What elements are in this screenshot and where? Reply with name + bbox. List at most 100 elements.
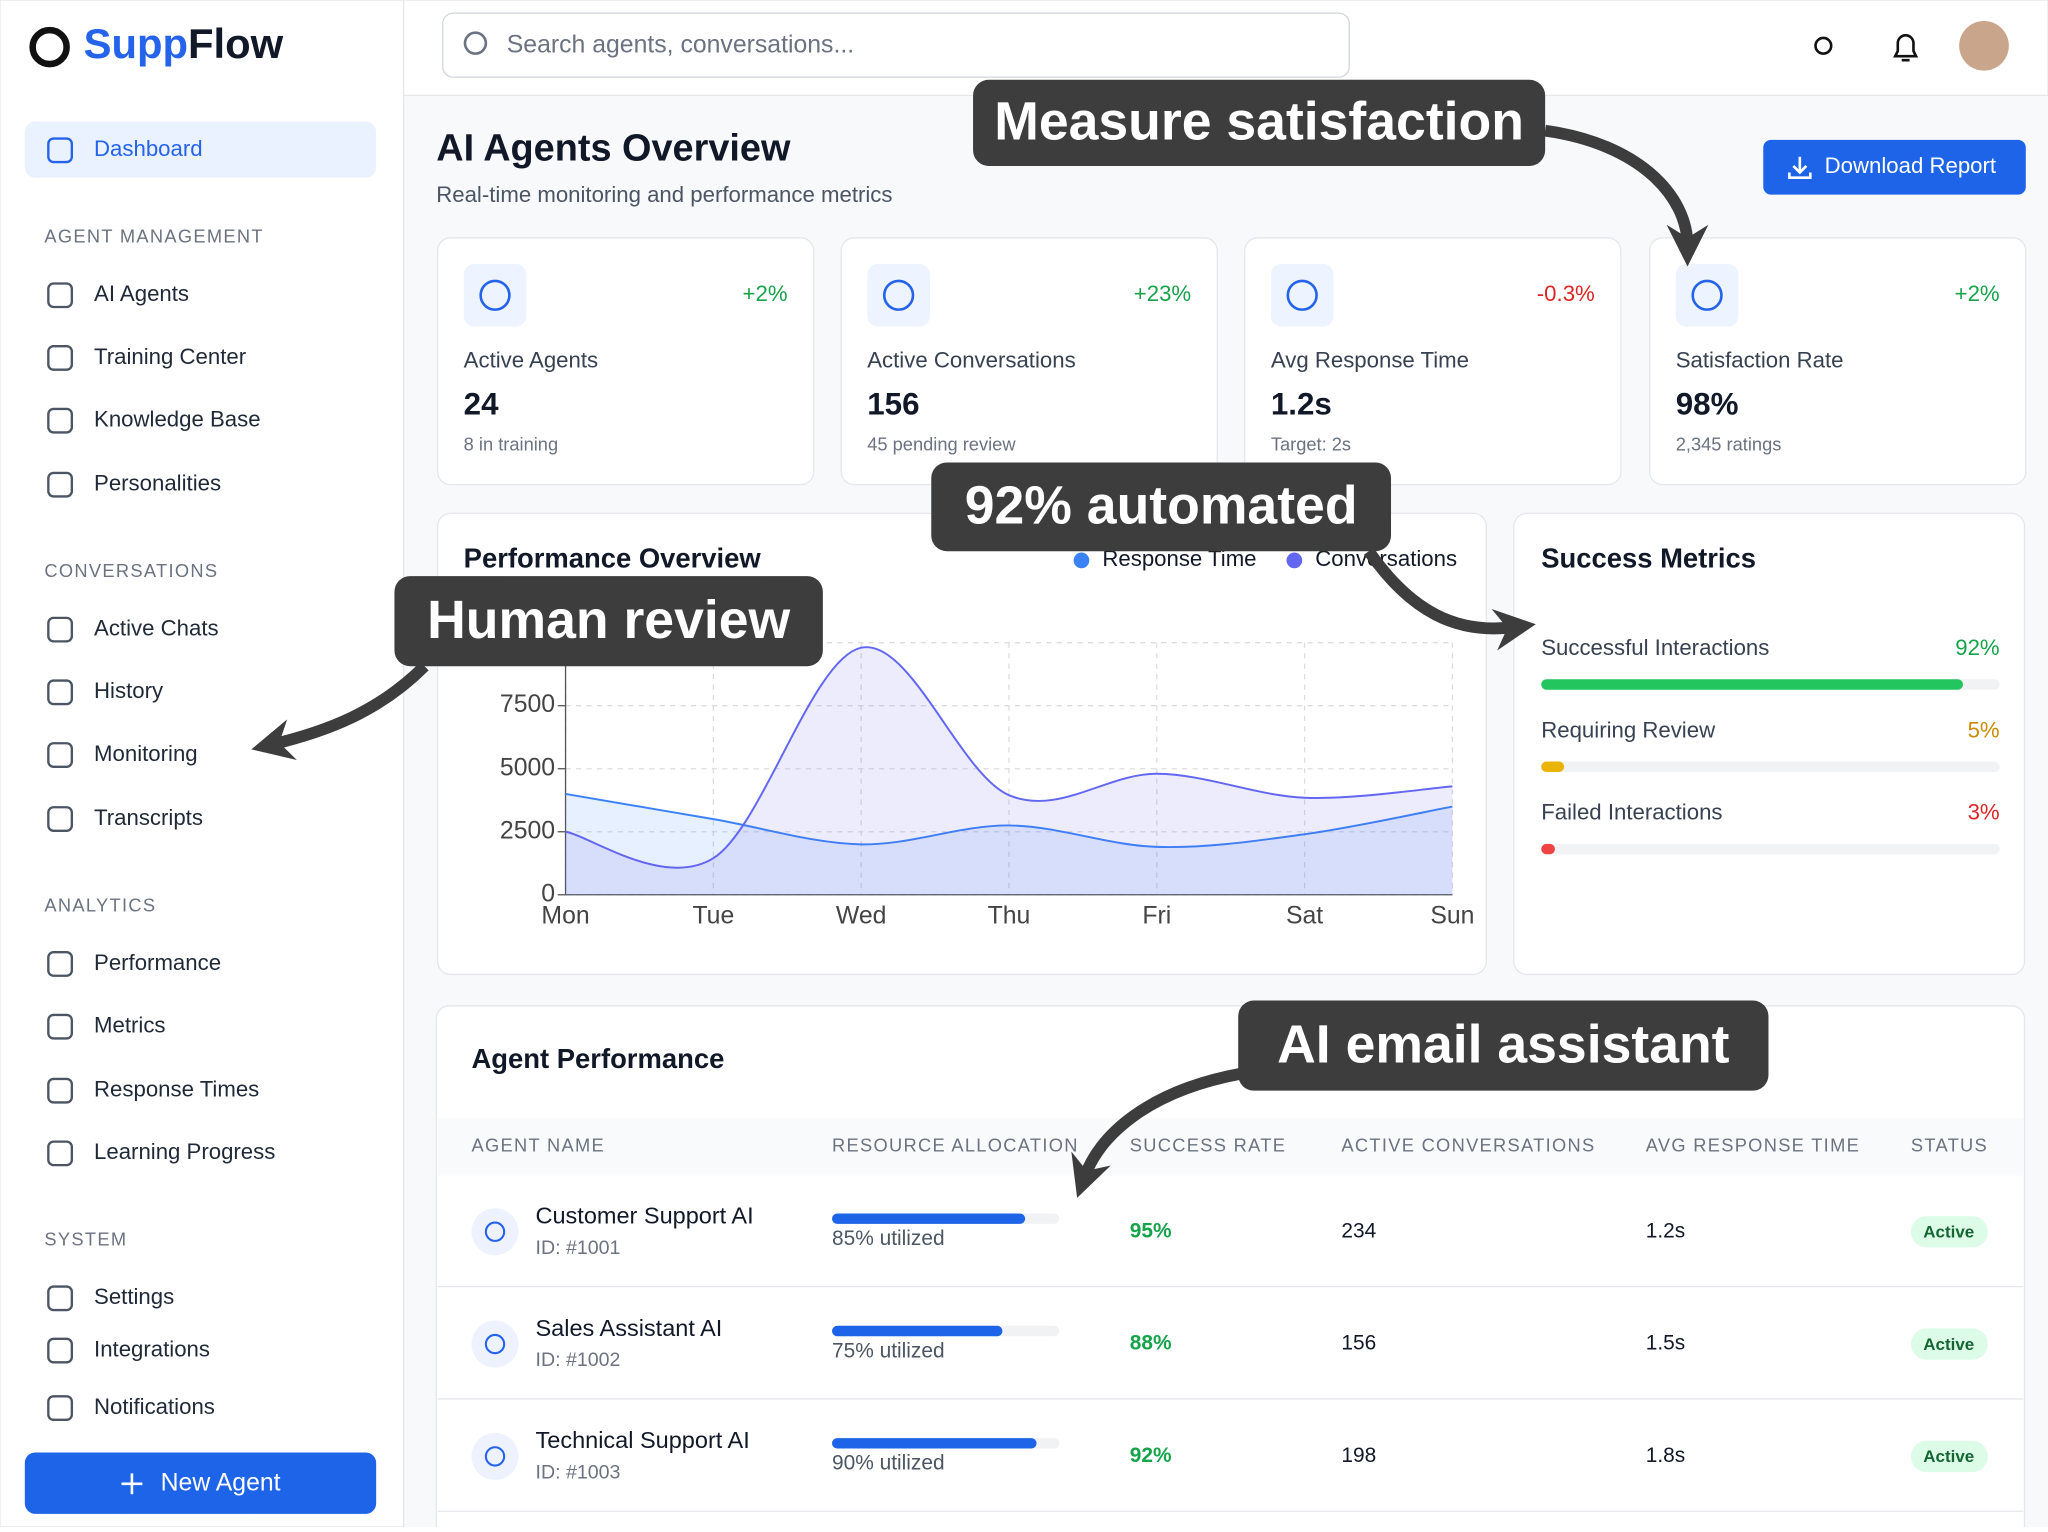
logo [29,26,70,68]
x-tick-label: Thu [988,903,1031,930]
column-header: SUCCESS RATE [1130,1135,1286,1156]
stat-card [1244,237,1622,486]
status: Active [1923,1447,1974,1466]
icon [882,279,915,311]
brand-part: Flow [188,20,284,67]
agent-name: Technical Support AI [536,1427,750,1453]
icon [47,282,74,309]
nav-item[interactable]: Dashboard [94,136,203,161]
sidebar [0,0,405,1528]
nav-item[interactable]: History [94,678,164,703]
annotation-box [931,462,1392,552]
nav-item[interactable]: Personalities [94,471,221,496]
conversations: 234 [1341,1219,1376,1242]
line [565,792,1453,849]
icon [47,1013,74,1040]
nav-item[interactable]: Learning Progress [94,1139,275,1164]
agent-icon [471,1320,519,1368]
stat-change: +2% [743,281,788,306]
agent-icon [471,1208,519,1256]
download-icon [1788,156,1812,180]
y-tick-label: 0 [541,880,555,907]
legend-swatch [1073,552,1090,569]
progress-bar [1541,761,1565,772]
column-header: ACTIVE CONVERSATIONS [1341,1135,1595,1156]
icon [47,742,74,768]
icon [47,137,74,164]
nav-item[interactable]: AI Agents [94,281,189,306]
progress-track [1541,761,2000,772]
annotation-arrow [251,662,429,761]
new-agent-button[interactable] [24,1452,377,1514]
column-header: AVG RESPONSE TIME [1646,1135,1860,1156]
nav-item[interactable]: Training Center [94,344,247,369]
download-button[interactable] [1763,139,2026,195]
icon [47,616,74,643]
page-title: AI Agents Overview [436,127,791,169]
icon [47,1337,74,1364]
search-box[interactable] [442,12,1350,78]
theme-toggle[interactable] [1814,36,1833,55]
icon [47,407,74,434]
stat-value: 24 [464,387,499,422]
stat-icon [867,263,930,327]
icon [47,679,74,706]
metric-label: Requiring Review [1541,717,1716,742]
success-rate: 88% [1130,1332,1172,1355]
nav-item[interactable]: Monitoring [94,741,198,766]
stat-label: Active Conversations [867,348,1075,373]
nav-item[interactable]: Knowledge Base [94,407,261,432]
agent-id: ID: #1002 [536,1349,621,1371]
column-header: STATUS [1911,1135,1988,1156]
stat-change: +2% [1955,281,2000,306]
button-label[interactable]: New Agent [161,1469,281,1496]
progress-bar [832,1325,1003,1337]
x-tick-label: Wed [836,903,887,930]
nav-active[interactable] [24,121,377,178]
legend-swatch [1286,552,1303,569]
stat-value: 156 [867,387,919,422]
nav-item[interactable]: Settings [94,1284,174,1309]
line [565,646,1453,869]
stat-value: 98% [1676,387,1739,422]
icon [47,1077,74,1104]
x-tick-label: Fri [1142,903,1171,930]
metric-label: Successful Interactions [1541,635,1769,660]
allocation-label: 85% utilized [832,1227,945,1250]
annotation-arrow [1363,547,1536,651]
stat-note: 2,345 ratings [1676,433,1782,454]
metric-value: 92% [1955,635,1999,660]
nav-item[interactable]: Active Chats [94,615,219,640]
annotation-arrow [1544,124,1709,267]
stat-card [436,237,815,486]
brand-part: Supp [84,20,188,67]
nav-item[interactable]: Response Times [94,1077,259,1102]
icon [47,1140,74,1167]
nav-item[interactable]: Notifications [94,1394,215,1419]
stat-icon [1270,263,1334,327]
stat-card [1648,237,2027,486]
nav-item[interactable]: Performance [94,950,221,975]
annotation-box [1238,1000,1769,1091]
status: Active [1923,1335,1974,1354]
nav-item[interactable]: Transcripts [94,805,203,830]
brand: SuppFlow [84,20,284,67]
nav-item[interactable]: Integrations [94,1336,210,1361]
plus-icon [121,1473,143,1495]
nav-item[interactable]: Metrics [94,1013,166,1038]
icon [47,345,74,371]
column-header: RESOURCE ALLOCATION [832,1135,1079,1156]
y-tick-label: 7500 [500,691,555,718]
area [565,793,1453,895]
button-label[interactable]: Download Report [1825,153,1996,178]
search-placeholder[interactable]: Search agents, conversations... [507,31,854,58]
avatar[interactable] [1959,20,2009,71]
annotation-box [973,79,1546,166]
status-pill [1910,1328,1988,1360]
area [565,647,1453,895]
panel-title: Agent Performance [472,1043,725,1074]
annotation-box [394,576,823,667]
stat-icon [463,263,527,327]
notifications[interactable] [1893,34,1919,62]
